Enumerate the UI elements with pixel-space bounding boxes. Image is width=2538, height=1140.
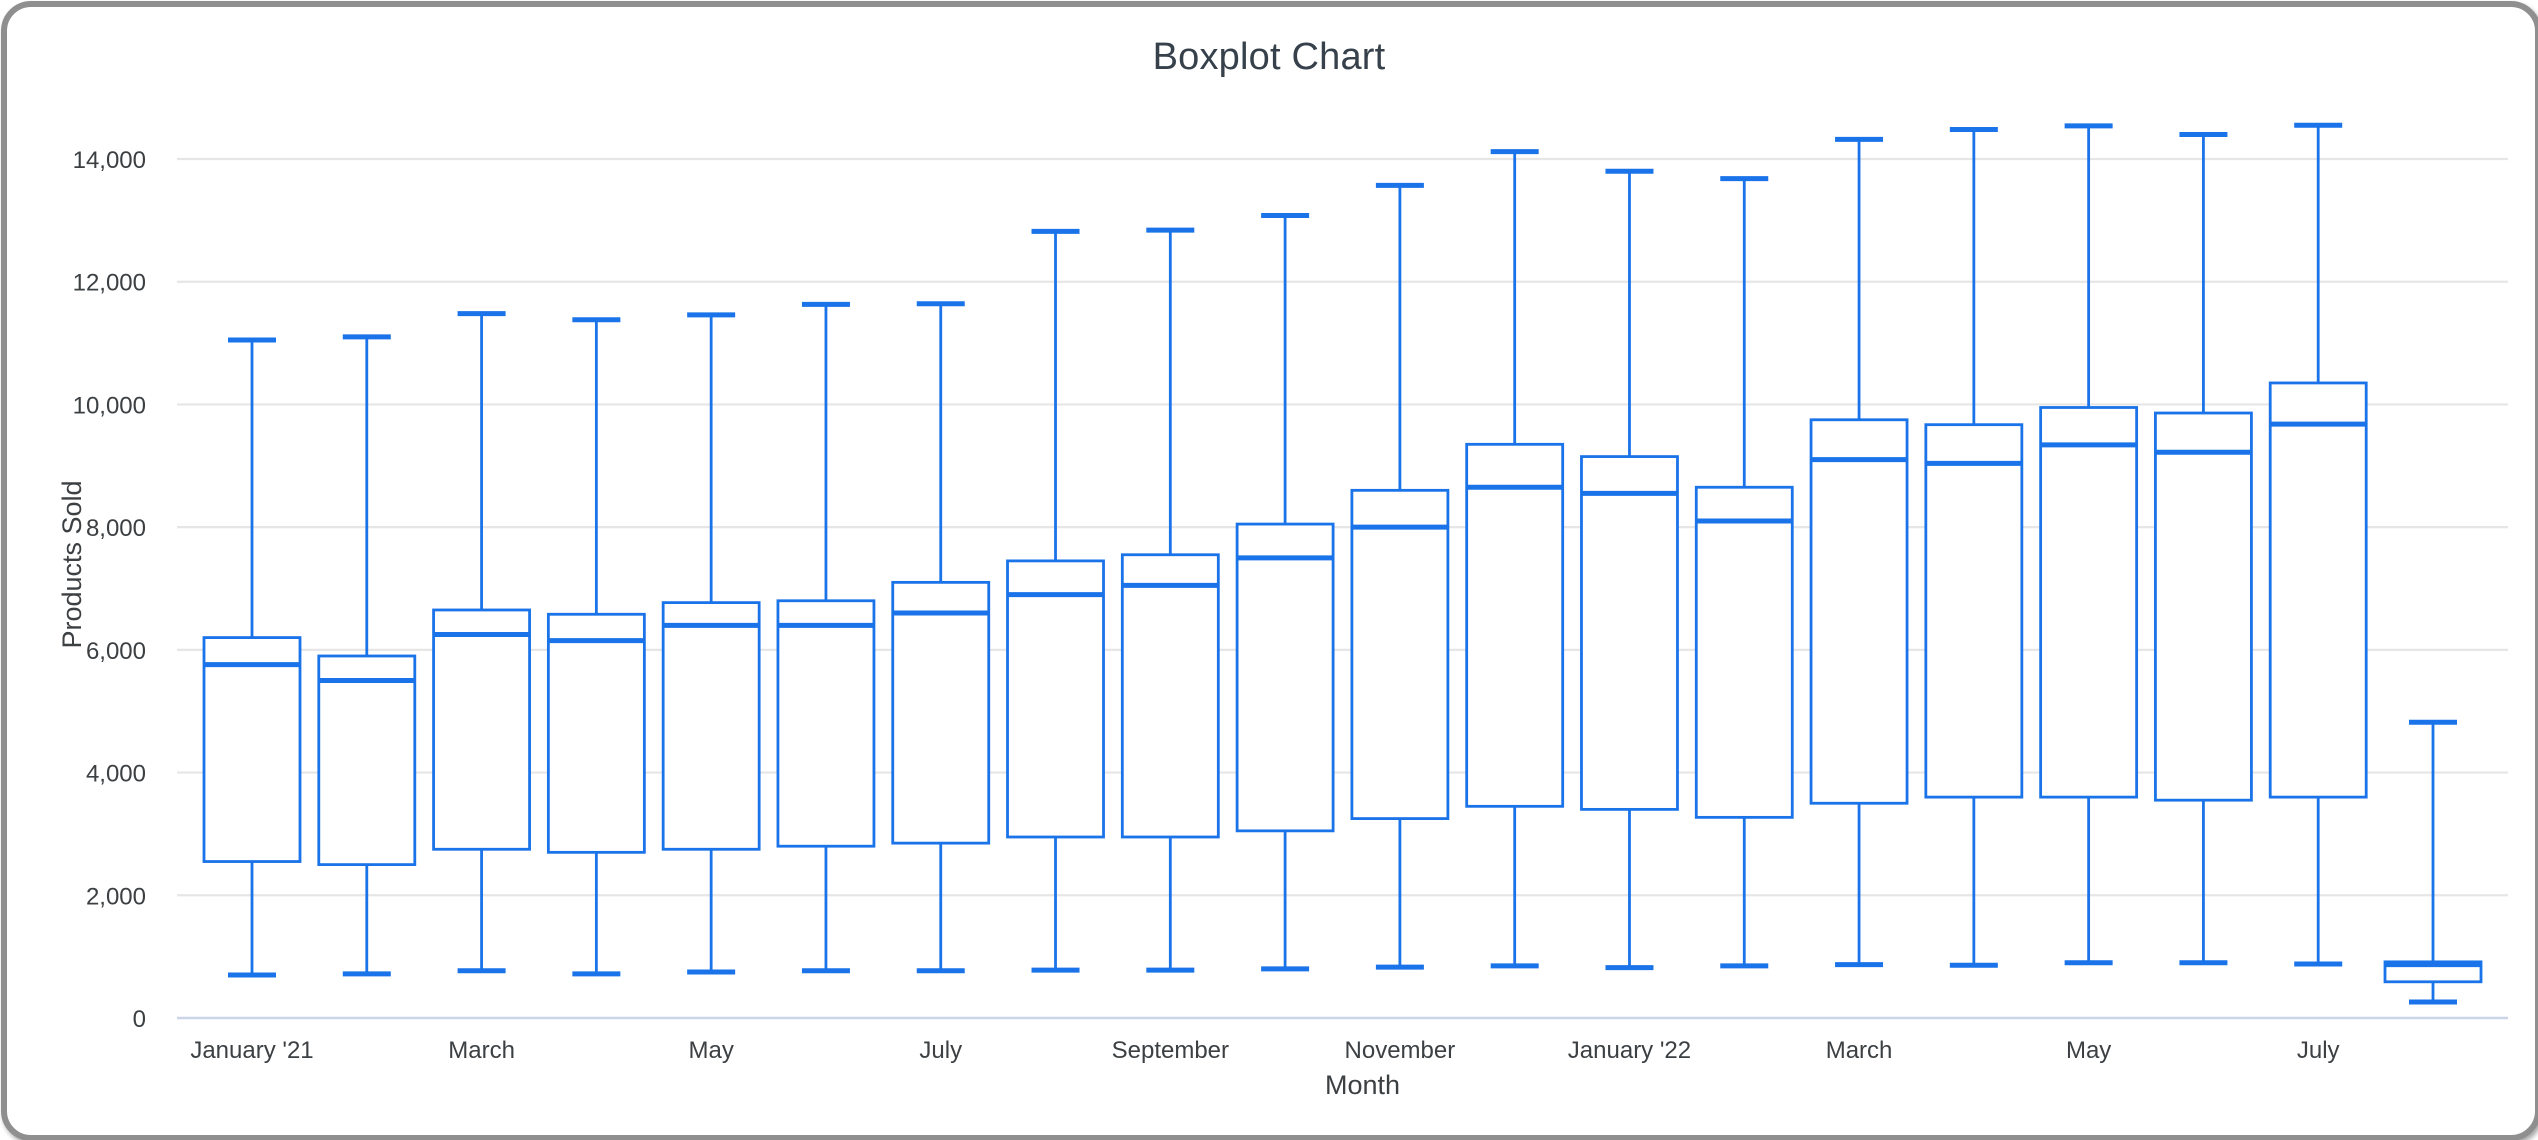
y-tick-label: 12,000 bbox=[73, 270, 146, 297]
boxplot-box[interactable] bbox=[1809, 136, 1909, 968]
boxplot-box[interactable] bbox=[432, 311, 531, 974]
iqr-box bbox=[891, 580, 991, 845]
boxplot-box[interactable] bbox=[2154, 131, 2253, 966]
y-tick-label: 4,000 bbox=[86, 761, 146, 788]
x-tick-label: July bbox=[2297, 1037, 2340, 1064]
iqr-box bbox=[1809, 418, 1909, 805]
x-tick-label: September bbox=[1112, 1037, 1229, 1064]
iqr-box bbox=[661, 601, 761, 851]
y-tick-label: 2,000 bbox=[86, 883, 146, 910]
iqr-box bbox=[432, 608, 531, 851]
iqr-box bbox=[1694, 485, 1794, 819]
x-tick-label: July bbox=[919, 1037, 962, 1064]
boxplot-box[interactable] bbox=[2039, 123, 2139, 966]
iqr-box bbox=[546, 612, 646, 854]
x-tick-label: March bbox=[448, 1037, 515, 1064]
iqr-box bbox=[2039, 406, 2139, 799]
iqr-box bbox=[776, 599, 876, 848]
boxplot-box[interactable] bbox=[776, 301, 876, 974]
boxplot-box[interactable] bbox=[2268, 122, 2368, 967]
iqr-box bbox=[1580, 455, 1679, 811]
boxplot-box[interactable] bbox=[1465, 149, 1565, 969]
iqr-box bbox=[202, 636, 302, 863]
x-tick-label: January '21 bbox=[190, 1037, 313, 1064]
x-tick-label: May bbox=[688, 1037, 733, 1064]
boxplot-box[interactable] bbox=[546, 317, 646, 977]
boxplot-box[interactable] bbox=[202, 337, 302, 978]
boxplot-box[interactable] bbox=[1120, 227, 1220, 973]
y-tick-label: 10,000 bbox=[73, 392, 146, 419]
y-tick-label: 0 bbox=[133, 1006, 146, 1033]
y-tick-label: 6,000 bbox=[86, 638, 146, 665]
y-tick-label: 8,000 bbox=[86, 515, 146, 542]
iqr-box bbox=[1924, 423, 2024, 799]
x-tick-label: March bbox=[1826, 1037, 1893, 1064]
iqr-box bbox=[1465, 442, 1565, 808]
iqr-box bbox=[1235, 522, 1335, 833]
x-tick-label: May bbox=[2066, 1037, 2111, 1064]
iqr-box bbox=[2268, 381, 2368, 799]
iqr-box bbox=[1120, 553, 1220, 839]
boxplot-box[interactable] bbox=[2383, 719, 2483, 1005]
boxplot-box[interactable] bbox=[1924, 127, 2024, 968]
y-axis-title: Products Sold bbox=[57, 480, 87, 648]
boxplot-box[interactable] bbox=[1235, 212, 1335, 972]
boxplot-box[interactable] bbox=[661, 312, 761, 975]
iqr-box bbox=[2154, 411, 2253, 802]
x-tick-label: January '22 bbox=[1568, 1037, 1691, 1064]
boxplot-box[interactable] bbox=[1694, 176, 1794, 969]
x-axis-title: Month bbox=[1325, 1070, 1400, 1100]
boxplot-box[interactable] bbox=[891, 301, 991, 974]
boxplot-box[interactable] bbox=[1006, 228, 1105, 973]
iqr-box bbox=[317, 654, 417, 867]
iqr-box bbox=[1006, 559, 1105, 839]
iqr-box bbox=[1350, 488, 1450, 820]
boxplot-box[interactable] bbox=[1350, 182, 1450, 970]
boxplot-box[interactable] bbox=[1580, 168, 1679, 971]
y-tick-label: 14,000 bbox=[73, 147, 146, 174]
x-tick-label: November bbox=[1345, 1037, 1456, 1064]
boxplot-box[interactable] bbox=[317, 334, 417, 977]
